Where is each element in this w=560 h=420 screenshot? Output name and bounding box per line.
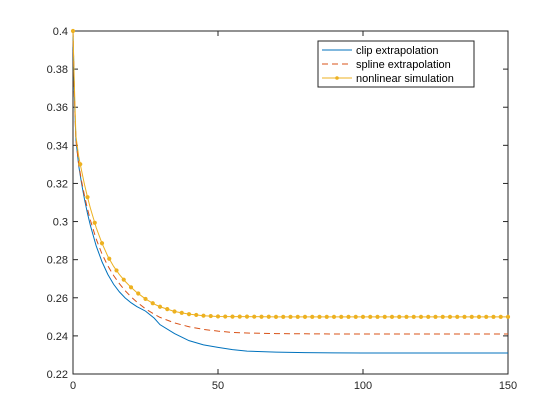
y-tick-label: 0.36: [47, 102, 68, 114]
series-marker: [505, 314, 511, 319]
series-marker: [186, 312, 192, 317]
series-marker: [462, 314, 467, 319]
series-marker: [295, 314, 300, 319]
series-marker: [331, 314, 337, 319]
series-marker: [397, 314, 402, 319]
x-tick-label: 100: [354, 380, 372, 392]
series-marker: [288, 314, 293, 319]
series-marker: [353, 314, 358, 319]
x-tick-label: 150: [499, 380, 517, 392]
y-tick-label: 0.3: [53, 217, 68, 229]
y-tick-label: 0.32: [47, 178, 68, 190]
x-tick-label: 50: [212, 380, 224, 392]
series-marker: [143, 296, 148, 302]
series-marker: [360, 314, 366, 319]
series-marker: [215, 314, 221, 319]
axis-ticks: 0 50 100 150 0.22 0.24 0.26 0.28 0.3 0.32 0.34 0.36…: [47, 26, 518, 392]
series-marker: [455, 314, 460, 319]
series-marker: [230, 314, 235, 319]
y-tick-label: 0.24: [47, 331, 68, 343]
series-marker: [136, 291, 141, 296]
series-marker: [382, 314, 387, 319]
series-marker: [324, 314, 329, 319]
series-marker: [281, 314, 286, 319]
series-marker: [259, 314, 264, 319]
series-marker: [368, 314, 373, 319]
series-marker: [223, 314, 228, 319]
y-tick-label: 0.26: [47, 293, 68, 305]
series-marker: [266, 314, 271, 319]
series-marker: [389, 314, 395, 319]
series-marker: [107, 256, 112, 261]
legend: clip extrapolation spline extrapolation no…: [317, 40, 475, 88]
series-marker: [244, 314, 250, 319]
series-layer: [70, 28, 511, 354]
series-marker: [273, 314, 279, 319]
series-marker: [317, 314, 322, 319]
series-marker: [201, 313, 206, 318]
series-marker: [70, 28, 76, 34]
series-marker: [114, 268, 119, 273]
series-marker: [179, 310, 184, 315]
series-marker: [433, 314, 438, 319]
series-marker: [78, 162, 83, 167]
series-marker: [128, 285, 134, 290]
series-marker: [150, 301, 155, 306]
series-marker: [121, 277, 126, 282]
series-marker: [491, 314, 496, 319]
series-marker: [411, 314, 416, 319]
series-marker: [375, 314, 380, 319]
series-marker: [302, 314, 308, 319]
series-marker: [426, 314, 431, 319]
series-marker: [469, 314, 474, 319]
series-marker: [484, 314, 489, 319]
legend-label: spline extrapolation: [356, 59, 451, 71]
series-marker: [404, 314, 409, 319]
legend-label: nonlinear simulation: [356, 73, 454, 85]
y-tick-label: 0.34: [47, 140, 68, 152]
series-marker: [165, 307, 170, 312]
series-marker: [252, 314, 257, 319]
series-marker: [85, 195, 90, 200]
legend-marker: [335, 76, 339, 80]
series-marker: [157, 304, 163, 309]
series-marker: [476, 314, 482, 319]
series-line-2: [72, 30, 508, 335]
series-marker: [237, 314, 242, 319]
series-marker: [310, 314, 315, 319]
series-marker: [339, 314, 344, 319]
series-marker: [440, 314, 445, 319]
series-line-1: [72, 30, 508, 354]
y-tick-label: 0.38: [47, 64, 68, 76]
series-marker: [498, 314, 503, 319]
y-tick-label: 0.28: [47, 255, 68, 267]
series-marker: [447, 314, 453, 319]
x-tick-label: 0: [70, 380, 76, 392]
series-marker: [172, 309, 177, 314]
series-marker: [99, 241, 105, 246]
y-tick-label: 0.4: [53, 26, 68, 38]
series-marker: [418, 314, 424, 319]
y-tick-label: 0.22: [47, 369, 68, 381]
series-marker: [346, 314, 351, 319]
series-marker: [194, 312, 199, 318]
series-marker: [208, 313, 213, 319]
series-marker: [92, 220, 97, 225]
legend-label: clip extrapolation: [356, 45, 439, 57]
